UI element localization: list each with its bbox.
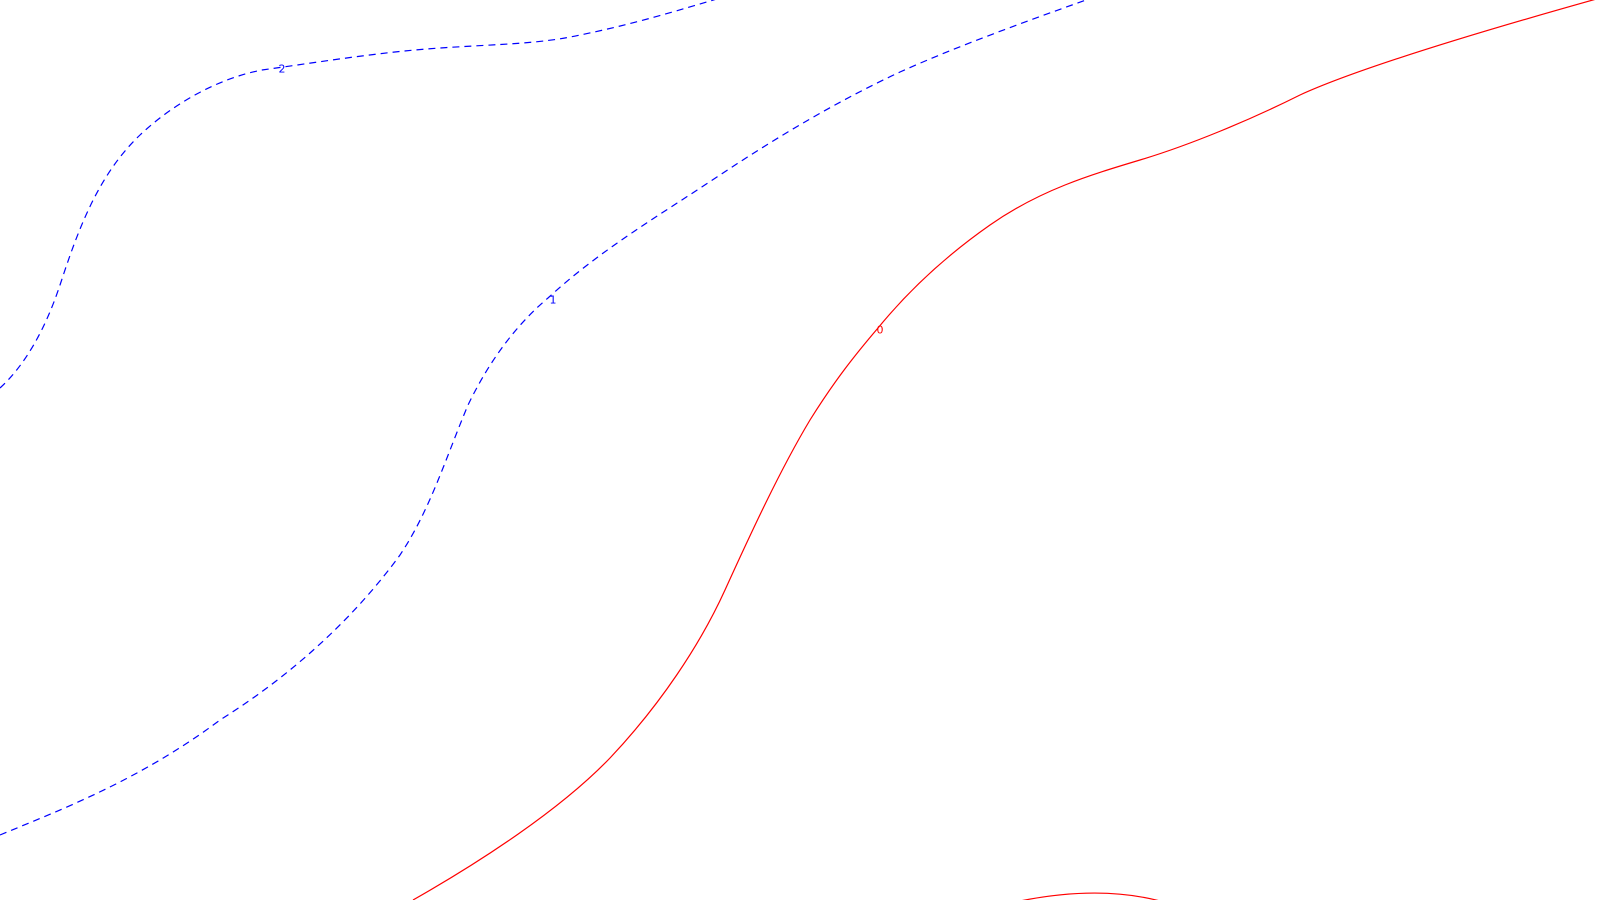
contour-line-level-0-arc: [1022, 892, 1159, 900]
contour-label-level-2: 2: [279, 63, 286, 76]
contour-line-level-0: [412, 0, 1596, 900]
contour-line-level-2: [0, 0, 716, 389]
contour-label-level-1: 1: [550, 294, 557, 307]
contour-label-level-0: 0: [877, 324, 884, 337]
contour-line-level-1: [0, 0, 1088, 836]
